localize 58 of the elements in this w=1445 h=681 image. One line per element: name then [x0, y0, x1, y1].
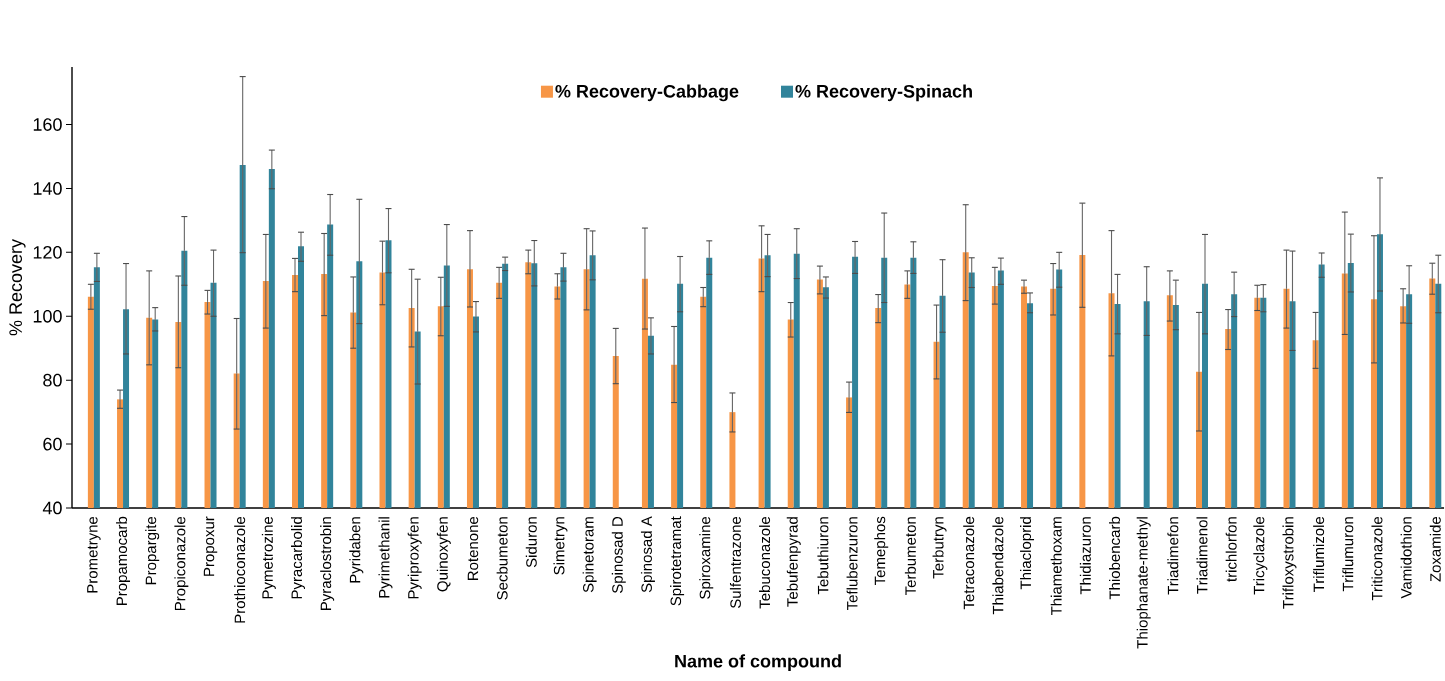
legend-label: % Recovery-Cabbage [555, 84, 739, 102]
y-tick-label: 120 [33, 245, 62, 259]
x-tick-label: Thidiazuron [1079, 517, 1091, 595]
x-tick-label: Spinetoram [582, 517, 597, 593]
y-tick-label: 140 [33, 182, 62, 195]
x-tick-label: Tricyclazole [1253, 516, 1268, 595]
x-tick-label: Thiabendazole [992, 516, 1004, 615]
x-tick-label: Tebuthiuron [817, 517, 829, 595]
x-tick-label: Spinosad D [611, 516, 626, 594]
x-tick-label: Triflumizole [1313, 516, 1325, 592]
y-tick-label: 40 [42, 501, 62, 515]
x-tick-label: Temephos [874, 516, 889, 586]
x-tick-label: Spirotetramat [670, 516, 685, 606]
x-tick-label: Pymetrozine [261, 516, 276, 599]
x-tick-label: Triadimenol [1196, 517, 1208, 594]
y-tick-label: 100 [33, 309, 62, 323]
x-tick-label: Pyrimethanil [378, 517, 393, 598]
x-tick-label: Teflubenzuron [846, 517, 858, 611]
x-tick-label: Siduron [525, 517, 537, 568]
x-tick-label: Pyriproxyfen [407, 517, 422, 599]
x-tick-label: Terbutryn [932, 517, 947, 579]
x-tick-label: Pyridaben [349, 517, 364, 583]
x-tick-label: Triticonazole [1371, 516, 1383, 601]
x-tick-label: Prothioconazole [234, 516, 246, 623]
x-tick-label: Propiconazole [174, 516, 189, 611]
x-tick-label: Pyraclostrobin [320, 517, 335, 611]
x-tick-label: Propamocarb [116, 516, 131, 606]
legend-label: % Recovery-Spinach [795, 84, 972, 102]
x-tick-label: Spiroxamine [699, 516, 714, 599]
x-tick-label: Tebuconazole [759, 516, 771, 609]
y-tick-label: 80 [43, 373, 62, 387]
x-tick-label: Triflumuron [1342, 517, 1354, 592]
x-tick-label: Propargite [145, 516, 160, 585]
x-tick-label: Rotenone [467, 516, 479, 581]
x-tick-label: Tebufenpyrad [786, 517, 801, 607]
y-tick-label: 60 [43, 437, 62, 451]
x-tick-label: Spinosad A [640, 516, 655, 593]
x-tick-label: Prometryne [87, 516, 101, 593]
x-tick-label: Sulfentrazone [729, 516, 741, 609]
x-axis-title: Name of compound [675, 654, 841, 672]
y-tick-label: 160 [33, 118, 62, 131]
x-tick-label: Zoxamide [1429, 516, 1441, 582]
x-tick-label: Thiophanate-methyl [1136, 517, 1151, 649]
x-tick-label: Trifloxystrobin [1282, 517, 1297, 609]
x-tick-label: trichlorfon [1225, 517, 1237, 582]
x-tick-label: Pyracarbolid [291, 517, 305, 599]
x-tick-label: Thiobencarb [1109, 516, 1121, 600]
y-axis-title: % Recovery [9, 239, 26, 336]
x-tick-label: Propoxur [203, 516, 218, 576]
x-tick-label: Terbumeton [904, 517, 916, 596]
x-tick-label: Quinoxyfen [436, 517, 451, 592]
x-tick-label: Triadimefon [1167, 517, 1179, 595]
x-tick-label: Secbumeton [496, 517, 508, 600]
x-tick-label: Vamidothion [1400, 517, 1412, 599]
x-tick-label: Tetraconazole [963, 516, 975, 610]
x-tick-label: Simetryn [553, 517, 568, 575]
x-tick-label: Thiacloprid [1020, 517, 1035, 590]
x-tick-label: Thiamethoxam [1050, 517, 1062, 616]
